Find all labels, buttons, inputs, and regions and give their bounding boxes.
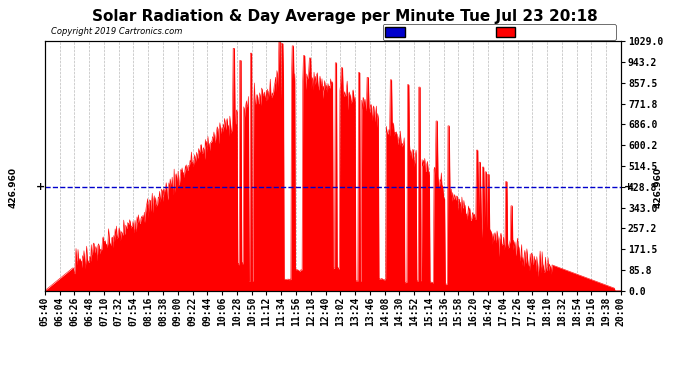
Text: 426.960: 426.960 — [654, 166, 663, 208]
Text: 426.960: 426.960 — [9, 166, 18, 208]
Legend: Median (w/m2), Radiation (w/m2): Median (w/m2), Radiation (w/m2) — [382, 24, 616, 40]
Text: +: + — [624, 182, 633, 192]
Text: +: + — [36, 182, 45, 192]
Text: Solar Radiation & Day Average per Minute Tue Jul 23 20:18: Solar Radiation & Day Average per Minute… — [92, 9, 598, 24]
Text: Copyright 2019 Cartronics.com: Copyright 2019 Cartronics.com — [50, 27, 182, 36]
